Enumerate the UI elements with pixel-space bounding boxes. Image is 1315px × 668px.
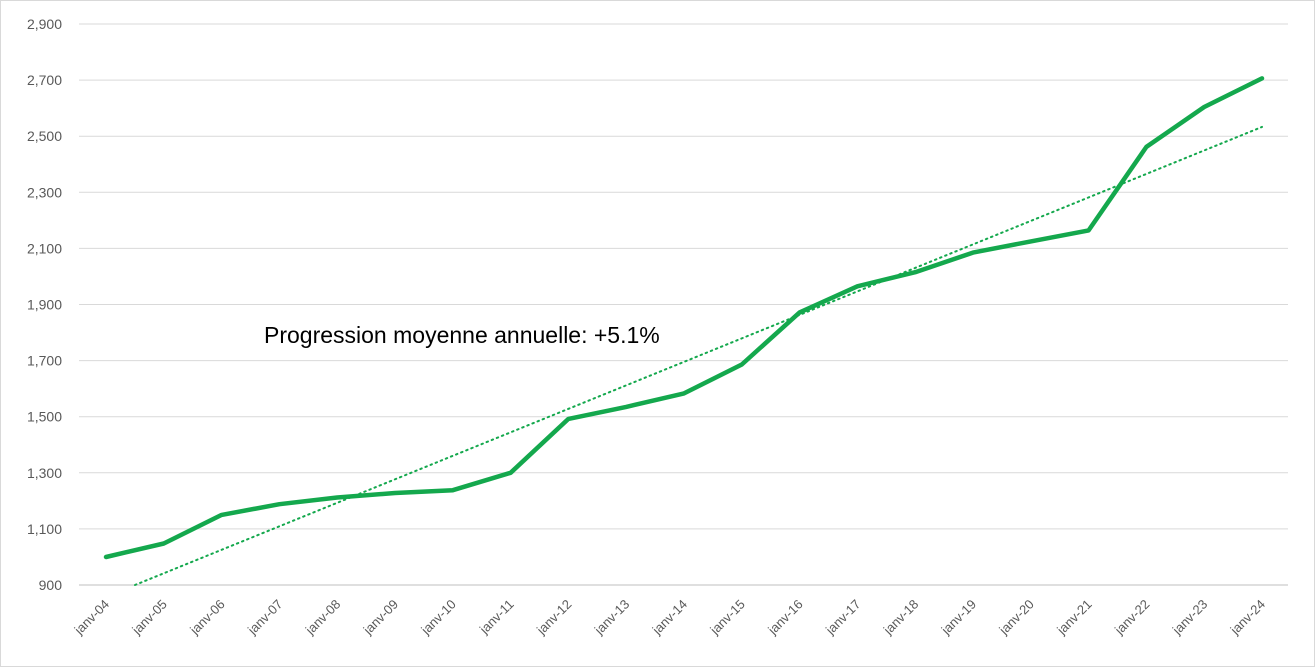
x-tick-label: janv-15: [706, 597, 747, 638]
x-tick-label: janv-05: [128, 597, 169, 638]
x-tick-label: janv-14: [649, 597, 690, 638]
x-tick-label: janv-12: [533, 597, 574, 638]
y-tick-label: 2,300: [27, 184, 62, 200]
x-tick-label: janv-18: [880, 597, 921, 638]
y-tick-label: 1,900: [27, 297, 62, 313]
x-tick-label: janv-21: [1053, 597, 1094, 638]
y-tick-label: 900: [39, 577, 63, 593]
x-tick-label: janv-04: [71, 597, 112, 638]
trendline-layer: [133, 125, 1263, 586]
gridlines: [79, 23, 1288, 586]
y-tick-label: 2,500: [27, 128, 62, 144]
chart-annotation: Progression moyenne annuelle: +5.1%: [264, 322, 660, 348]
y-tick-label: 2,100: [27, 240, 62, 256]
y-tick-label: 1,100: [27, 521, 62, 537]
x-tick-label: janv-11: [476, 597, 517, 638]
x-tick-label: janv-10: [417, 597, 458, 638]
x-tick-label: janv-16: [764, 597, 805, 638]
series-layer: [103, 76, 1265, 560]
series-line: [103, 76, 1265, 560]
y-tick-label: 2,700: [27, 72, 62, 88]
x-tick-label: janv-09: [360, 597, 401, 638]
x-tick-label: janv-24: [1227, 597, 1268, 638]
x-tick-label: janv-23: [1169, 597, 1210, 638]
y-tick-label: 2,900: [27, 16, 62, 32]
x-tick-label: janv-22: [1111, 597, 1152, 638]
x-tick-label: janv-06: [186, 597, 227, 638]
y-axis-tick-labels: 900 1,100 1,300 1,500 1,700 1,900 2,100 2,300 2,…: [27, 16, 62, 593]
y-tick-label: 1,700: [27, 353, 62, 369]
x-tick-label: janv-13: [591, 597, 632, 638]
x-tick-label: janv-17: [822, 597, 863, 638]
x-tick-label: janv-08: [302, 597, 343, 638]
y-tick-label: 1,500: [27, 409, 62, 425]
y-tick-label: 1,300: [27, 465, 62, 481]
x-tick-label: janv-20: [995, 597, 1036, 638]
x-tick-label: janv-19: [938, 597, 979, 638]
x-axis-tick-labels: janv-04 janv-05 janv-06 janv-07 janv-08 janv-…: [71, 597, 1268, 638]
x-tick-label: janv-07: [244, 597, 285, 638]
trendline: [133, 125, 1263, 586]
